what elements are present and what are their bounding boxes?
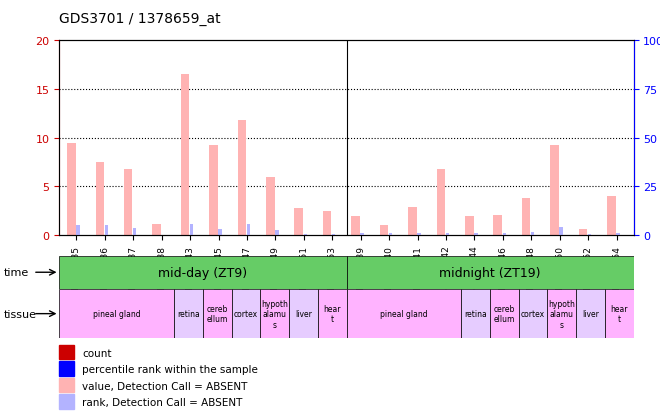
Bar — [133, 229, 137, 235]
Bar — [550, 145, 559, 235]
Bar — [332, 234, 335, 235]
Bar — [465, 216, 474, 235]
Text: time: time — [3, 268, 28, 278]
FancyBboxPatch shape — [318, 289, 346, 339]
Text: mid-day (ZT9): mid-day (ZT9) — [158, 266, 248, 279]
Bar — [351, 216, 360, 235]
Text: hypoth
alamu
s: hypoth alamu s — [548, 299, 576, 329]
FancyBboxPatch shape — [346, 289, 461, 339]
FancyBboxPatch shape — [490, 289, 519, 339]
FancyBboxPatch shape — [576, 289, 605, 339]
Text: percentile rank within the sample: percentile rank within the sample — [82, 364, 258, 374]
Text: cortex: cortex — [521, 309, 545, 318]
Text: GDS3701 / 1378659_at: GDS3701 / 1378659_at — [59, 12, 221, 26]
FancyBboxPatch shape — [519, 289, 548, 339]
Text: retina: retina — [465, 309, 487, 318]
Bar — [474, 233, 478, 235]
Bar — [209, 146, 218, 235]
Bar — [408, 207, 416, 235]
Bar — [59, 378, 74, 392]
Bar — [446, 233, 449, 235]
FancyBboxPatch shape — [203, 289, 232, 339]
Text: tissue: tissue — [3, 309, 36, 319]
Bar — [59, 394, 74, 409]
Bar — [152, 225, 161, 235]
FancyBboxPatch shape — [461, 289, 490, 339]
Bar — [607, 197, 616, 235]
Bar — [275, 230, 279, 235]
Text: hypoth
alamu
s: hypoth alamu s — [261, 299, 288, 329]
Text: hear
t: hear t — [323, 304, 341, 323]
Bar — [502, 233, 506, 235]
Bar — [96, 163, 104, 235]
Text: value, Detection Call = ABSENT: value, Detection Call = ABSENT — [82, 381, 248, 391]
Text: retina: retina — [178, 309, 200, 318]
FancyBboxPatch shape — [548, 289, 576, 339]
Bar — [181, 75, 189, 235]
Text: rank, Detection Call = ABSENT: rank, Detection Call = ABSENT — [82, 397, 243, 407]
Bar — [417, 233, 420, 235]
Bar — [266, 177, 275, 235]
Bar — [560, 228, 563, 235]
Text: cereb
ellum: cereb ellum — [494, 304, 515, 323]
Bar — [294, 208, 303, 235]
FancyBboxPatch shape — [59, 256, 346, 289]
Text: count: count — [82, 348, 112, 358]
FancyBboxPatch shape — [289, 289, 318, 339]
Bar — [531, 233, 535, 235]
Bar — [616, 233, 620, 235]
Bar — [59, 345, 74, 359]
Text: hear
t: hear t — [610, 304, 628, 323]
Text: liver: liver — [582, 309, 599, 318]
Bar — [238, 121, 246, 235]
FancyBboxPatch shape — [260, 289, 289, 339]
Bar — [437, 169, 445, 235]
FancyBboxPatch shape — [232, 289, 260, 339]
Bar — [124, 169, 133, 235]
Text: cortex: cortex — [234, 309, 258, 318]
Text: midnight (ZT19): midnight (ZT19) — [440, 266, 541, 279]
Bar — [579, 230, 587, 235]
Bar — [104, 225, 108, 235]
FancyBboxPatch shape — [346, 256, 634, 289]
Bar — [247, 225, 250, 235]
Bar — [522, 199, 531, 235]
Bar — [379, 225, 388, 235]
Bar — [218, 229, 222, 235]
Text: pineal gland: pineal gland — [380, 309, 428, 318]
Text: liver: liver — [295, 309, 312, 318]
FancyBboxPatch shape — [174, 289, 203, 339]
Bar — [360, 233, 364, 235]
Text: cereb
ellum: cereb ellum — [207, 304, 228, 323]
Bar — [67, 143, 76, 235]
Bar — [76, 225, 80, 235]
Bar — [323, 211, 331, 235]
FancyBboxPatch shape — [59, 289, 174, 339]
FancyBboxPatch shape — [605, 289, 634, 339]
Bar — [59, 361, 74, 376]
Bar — [389, 234, 392, 235]
Bar — [190, 225, 193, 235]
Text: pineal gland: pineal gland — [93, 309, 141, 318]
Bar — [494, 215, 502, 235]
